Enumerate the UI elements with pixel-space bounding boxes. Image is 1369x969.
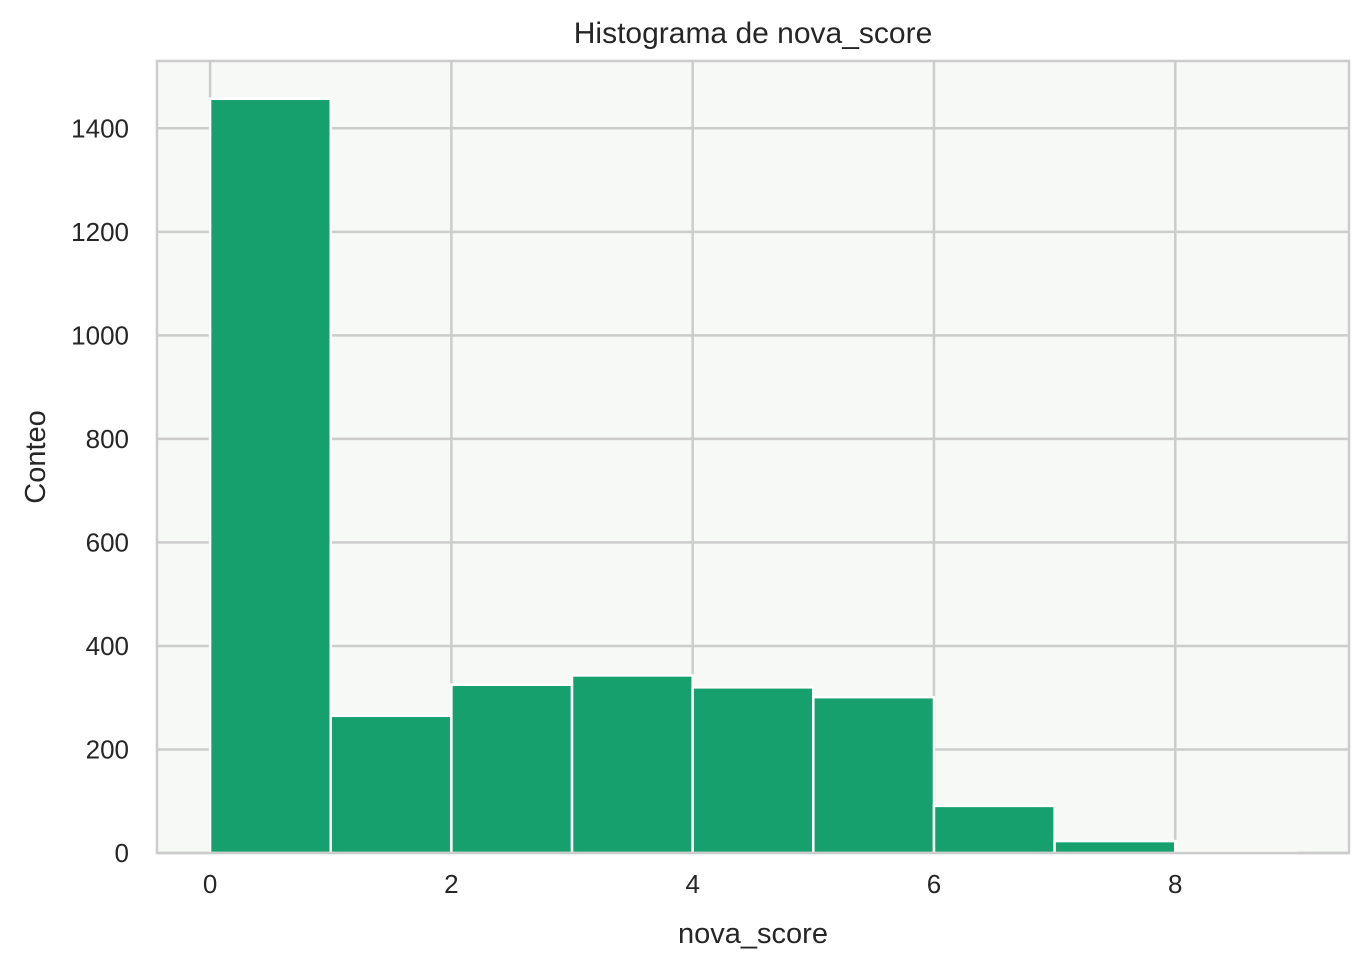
y-tick-label: 200 [86,734,129,764]
histogram-bar [932,804,1056,855]
x-tick-labels: 0 2 4 6 8 [203,869,1183,899]
histogram-bar [208,97,332,855]
y-axis-title: Conteo [20,410,52,504]
histogram-bar [329,714,453,855]
x-tick-label: 2 [444,869,458,899]
x-tick-label: 4 [685,869,699,899]
grid-lines [157,61,1349,855]
y-tick-label: 600 [86,527,129,557]
y-tick-label: 0 [115,838,129,868]
histogram-bar [812,695,936,855]
plot-frame [155,59,1351,855]
y-tick-label: 800 [86,424,129,454]
x-tick-label: 8 [1168,869,1182,899]
chart-title: Histograma de nova_score [574,17,933,50]
histogram-bar [691,686,815,855]
histogram-bar [1053,839,1177,855]
histogram-bars [208,97,1298,855]
y-tick-label: 1400 [71,113,129,143]
x-axis-title: nova_score [678,918,828,950]
y-tick-label: 400 [86,631,129,661]
histogram-bar [450,683,574,855]
y-tick-label: 1200 [71,217,129,247]
histogram-bar [570,674,694,855]
x-tick-label: 0 [203,869,217,899]
y-tick-label: 1000 [71,320,129,350]
x-tick-label: 6 [927,869,941,899]
y-tick-labels: 0 200 400 600 800 1000 1200 1400 [71,113,129,868]
